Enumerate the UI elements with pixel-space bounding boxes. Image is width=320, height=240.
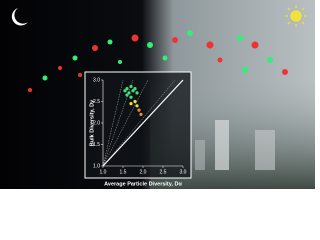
point — [129, 95, 133, 99]
x-tick-label: 2.0 — [140, 169, 147, 175]
y-tick-label: 2.0 — [93, 120, 100, 126]
point — [135, 104, 139, 108]
x-tick-label: 3.0 — [180, 169, 187, 175]
point — [125, 87, 129, 91]
x-tick-label: 1.0 — [100, 169, 107, 175]
graphic: Average Particle Diversity, Dα Bulk Dive… — [0, 0, 315, 189]
x-tick-label: 1.5 — [120, 169, 127, 175]
y-axis-label: Bulk Diversity, Dγ — [89, 99, 95, 146]
point — [131, 89, 135, 93]
point — [135, 91, 139, 95]
x-axis-label: Average Particle Diversity, Dα — [104, 181, 182, 187]
point — [133, 87, 137, 91]
point — [129, 102, 133, 106]
moon-icon — [11, 8, 28, 26]
point — [123, 89, 127, 93]
y-tick-label: 3.0 — [93, 77, 100, 83]
point — [139, 112, 143, 116]
x-tick-label: 2.5 — [160, 169, 167, 175]
y-tick-label: 2.5 — [93, 99, 100, 105]
one-to-one-line — [102, 79, 184, 167]
point — [133, 99, 137, 104]
point — [129, 84, 133, 89]
y-tick-label: 1.5 — [93, 142, 100, 148]
point — [125, 93, 129, 97]
building — [255, 130, 275, 170]
sun-icon — [285, 5, 307, 27]
point — [127, 91, 131, 95]
building — [195, 140, 205, 170]
y-tick-label: 1.0 — [93, 163, 100, 169]
particles — [28, 30, 288, 92]
point — [137, 108, 141, 112]
building — [215, 120, 229, 170]
